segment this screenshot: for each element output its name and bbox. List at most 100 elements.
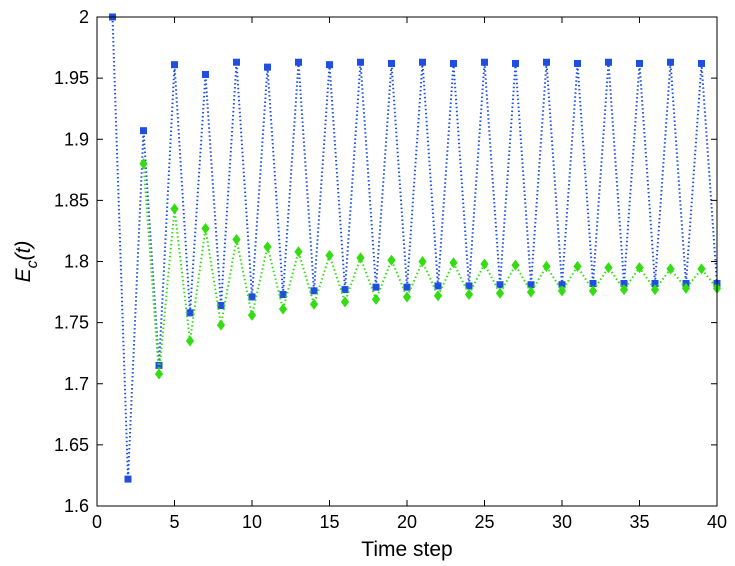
- data-point-square: [388, 59, 395, 67]
- y-tick-label: 1.75: [54, 313, 89, 333]
- data-point-square: [326, 61, 333, 69]
- data-point-square: [620, 280, 628, 288]
- y-tick-label: 1.85: [54, 190, 89, 210]
- data-point-diamond: [216, 319, 226, 331]
- series-line-0: [111, 16, 718, 480]
- data-point-diamond: [418, 256, 427, 267]
- data-point-diamond: [387, 254, 396, 266]
- data-point-square: [527, 281, 535, 289]
- data-point-diamond: [697, 263, 706, 275]
- data-point-square: [202, 70, 209, 78]
- data-point-diamond: [356, 252, 365, 264]
- data-point-diamond: [542, 260, 551, 272]
- data-point-diamond: [294, 246, 303, 258]
- series-line-1: [142, 163, 718, 375]
- x-tick-label: 25: [474, 512, 494, 532]
- series-layer: [109, 13, 722, 483]
- data-point-square: [589, 280, 597, 288]
- data-point-diamond: [619, 284, 629, 296]
- data-point-square: [558, 281, 566, 289]
- data-point-diamond: [495, 287, 505, 299]
- x-tick-label: 10: [242, 512, 262, 532]
- y-axis-label-arg: (t): [12, 241, 35, 261]
- x-tick-label: 35: [629, 512, 649, 532]
- data-point-square: [481, 58, 488, 66]
- data-point-diamond: [263, 241, 272, 253]
- axes-layer: 0 5 10 15 20 25 30 35 40 1.6 1.65 1.7 1.75 1.8 1.85 1.9…: [54, 7, 727, 532]
- data-point-diamond: [371, 293, 381, 305]
- data-point-square: [372, 283, 380, 291]
- data-point-square: [574, 59, 581, 67]
- data-point-diamond: [154, 368, 164, 380]
- data-point-square: [434, 282, 442, 290]
- data-point-square: [186, 309, 194, 317]
- data-point-diamond: [666, 263, 675, 275]
- data-point-diamond: [588, 285, 598, 297]
- data-point-square: [295, 58, 302, 66]
- data-point-square: [264, 63, 271, 71]
- x-tick-label: 40: [707, 512, 727, 532]
- y-tick-label: 1.8: [64, 252, 89, 272]
- data-point-square: [651, 280, 659, 288]
- data-point-diamond: [309, 298, 319, 310]
- y-tick-label: 2: [79, 7, 89, 27]
- data-point-square: [341, 286, 349, 294]
- data-point-square: [496, 281, 504, 289]
- data-point-square: [248, 293, 256, 301]
- y-axis-label: Ec(t): [12, 241, 41, 283]
- data-point-diamond: [557, 285, 567, 297]
- data-point-diamond: [185, 335, 195, 347]
- y-axis-label-main: E: [12, 267, 35, 282]
- data-point-diamond: [278, 303, 288, 315]
- data-point-square: [543, 58, 550, 66]
- data-point-square: [357, 58, 364, 66]
- data-point-square: [450, 59, 457, 67]
- x-tick-label: 30: [552, 512, 572, 532]
- x-tick-label: 5: [169, 512, 179, 532]
- data-point-diamond: [325, 249, 334, 261]
- data-point-diamond: [449, 257, 458, 269]
- data-point-square: [140, 127, 147, 135]
- data-point-square: [465, 282, 473, 290]
- data-point-diamond: [433, 290, 443, 302]
- data-point-square: [124, 475, 132, 483]
- data-point-square: [419, 58, 426, 66]
- x-tick-label: 15: [319, 512, 339, 532]
- data-point-diamond: [232, 233, 241, 245]
- data-point-square: [310, 287, 318, 295]
- data-point-diamond: [573, 260, 582, 272]
- data-point-diamond: [681, 282, 691, 294]
- x-axis-label: Time step: [361, 538, 452, 561]
- data-point-square: [233, 58, 240, 66]
- data-point-diamond: [139, 158, 148, 170]
- data-point-diamond: [635, 262, 644, 274]
- data-point-diamond: [604, 262, 613, 274]
- y-axis-label-sub: c: [24, 260, 41, 268]
- data-point-square: [217, 302, 225, 310]
- data-point-diamond: [464, 289, 474, 301]
- data-point-diamond: [650, 284, 660, 296]
- data-point-diamond: [511, 259, 520, 271]
- data-point-diamond: [340, 296, 350, 308]
- data-point-diamond: [402, 291, 412, 303]
- data-point-square: [605, 58, 612, 66]
- x-tick-label: 20: [397, 512, 417, 532]
- data-point-diamond: [526, 286, 536, 298]
- y-tick-label: 1.9: [64, 129, 89, 149]
- data-point-diamond: [480, 258, 489, 270]
- data-point-square: [171, 61, 178, 69]
- y-tick-label: 1.95: [54, 68, 89, 88]
- data-point-square: [698, 59, 705, 67]
- series-1: [139, 158, 722, 380]
- y-tick-label: 1.65: [54, 435, 89, 455]
- data-point-square: [667, 58, 674, 66]
- data-point-square: [636, 59, 643, 67]
- data-point-diamond: [247, 309, 257, 321]
- data-point-square: [279, 291, 287, 299]
- data-point-diamond: [170, 203, 179, 215]
- data-point-square: [403, 283, 411, 291]
- data-point-square: [155, 361, 163, 369]
